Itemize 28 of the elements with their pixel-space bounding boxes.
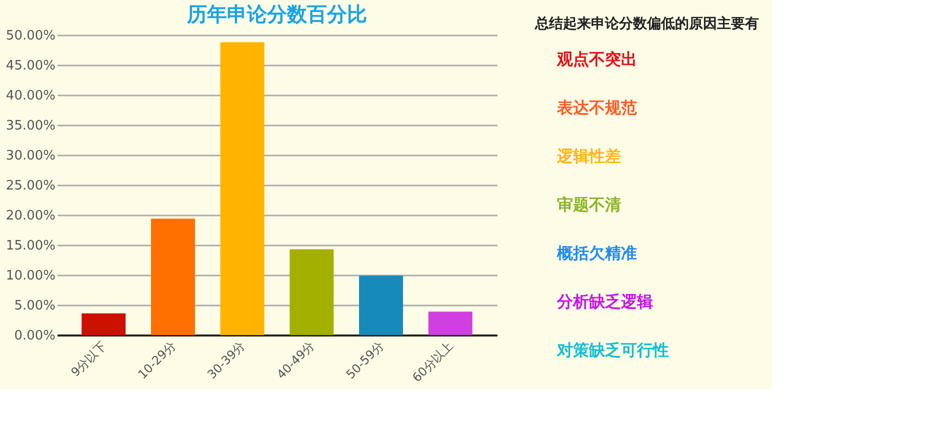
text: 分析缺乏逻辑 [556, 292, 653, 312]
y-tick-label: 5.00% [14, 298, 56, 314]
y-tick-label: 30.00% [6, 148, 56, 164]
y-tick-label: 25.00% [6, 178, 56, 194]
bar [359, 276, 404, 335]
text: 总结起来申论分数偏低的原因主要有 [534, 15, 759, 32]
text: 观点不突出 [556, 49, 637, 68]
bar [428, 312, 472, 335]
x-tick-label: 9分以下 [68, 338, 110, 380]
y-tick-label: 15.00% [6, 238, 56, 254]
y-tick-label: 45.00% [6, 58, 56, 74]
x-tick-label: 60分以上 [410, 338, 456, 385]
y-tick-label: 20.00% [6, 208, 56, 224]
y-tick-label: 40.00% [6, 88, 56, 104]
y-tick-label: 35.00% [6, 118, 56, 134]
bar [290, 249, 334, 335]
text: 表达不规范 [556, 98, 637, 117]
y-tick-label: 50.00% [6, 28, 56, 44]
bar [82, 313, 126, 335]
text: 概括欠精准 [556, 244, 637, 263]
y-tick-label: 10.00% [6, 268, 56, 284]
chart-title: 历年申论分数百分比 [186, 2, 367, 26]
bar [220, 42, 264, 335]
bar [150, 218, 195, 335]
text: 对策缺乏可行性 [556, 340, 669, 360]
text: 逻辑性差 [556, 146, 621, 166]
y-tick-label: 0.00% [14, 328, 56, 344]
text: 审题不清 [557, 195, 621, 214]
